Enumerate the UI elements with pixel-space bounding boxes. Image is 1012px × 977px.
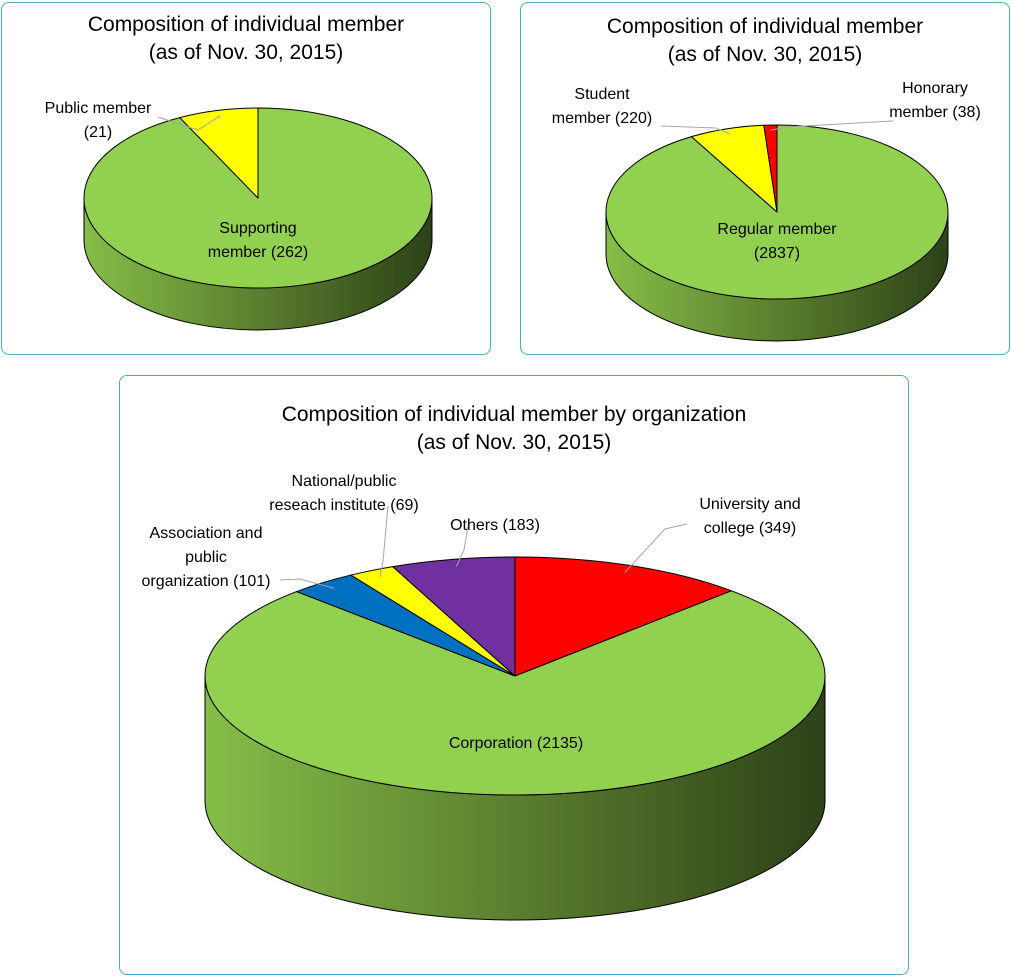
data-label-supporting-member: Supporting member (262): [208, 220, 308, 261]
chart-panel-supporting-public: Composition of individual member (as of …: [1, 2, 491, 355]
pie-slice-corporation: [204, 590, 826, 796]
leader-line-national-public-reseach-institute: [379, 505, 389, 577]
pie-slice-public-member: [179, 107, 259, 199]
data-label-regular-member: Regular member (2837): [717, 221, 837, 262]
data-label-corporation: Corporation (2135): [449, 735, 583, 752]
leader-line-university-and-college: [624, 523, 688, 573]
data-label-student-member: Student member (220): [552, 86, 652, 127]
data-label-honorary-member: Honorary member (38): [889, 80, 981, 121]
leader-line-public-member: [157, 115, 221, 131]
pie-slice-university-and-college: [514, 556, 732, 677]
leader-line-student-member: [660, 125, 730, 135]
leader-line-association-and-public-organization: [279, 578, 335, 589]
pie-slice-others: [392, 556, 516, 677]
leader-line-others: [455, 525, 469, 567]
chart-subtitle: (as of Nov. 30, 2015): [667, 43, 863, 66]
data-label-association-and-public-organization: Association and public organization (101): [142, 525, 271, 590]
chart-title: Composition of individual member by orga…: [120, 401, 908, 457]
data-label-university-and-college: University and college (349): [699, 496, 800, 537]
chart-panel-regular-student-honorary: Composition of individual member (as of …: [520, 2, 1010, 355]
pie-chart-regular-student-honorary: Regular member (2837) Student member (220) H…: [552, 80, 981, 342]
chart-title-main: Composition of individual member by orga…: [281, 403, 747, 426]
pie-chart-by-organization: University and college (349) Corporation (…: [142, 473, 826, 921]
chart-title-main: Composition of individual member: [606, 15, 924, 38]
data-label-national-public-reseach-institute: National/public reseach institute (69): [269, 473, 418, 514]
chart-subtitle: (as of Nov. 30, 2015): [416, 431, 612, 454]
chart-title-main: Composition of individual member: [87, 13, 405, 36]
pie-slice-honorary-member: [763, 124, 778, 213]
chart-title: Composition of individual member (as of …: [521, 13, 1009, 69]
data-label-public-member: Public member (21): [45, 100, 152, 141]
chart-panel-by-organization: Composition of individual member by orga…: [119, 375, 909, 975]
data-label-others: Others (183): [450, 517, 540, 534]
pie-chart-supporting-public: Supporting member (262) Public member (21): [45, 100, 433, 331]
leader-line-honorary-member: [770, 120, 894, 131]
chart-subtitle: (as of Nov. 30, 2015): [148, 41, 344, 64]
chart-title: Composition of individual member (as of …: [2, 11, 490, 67]
